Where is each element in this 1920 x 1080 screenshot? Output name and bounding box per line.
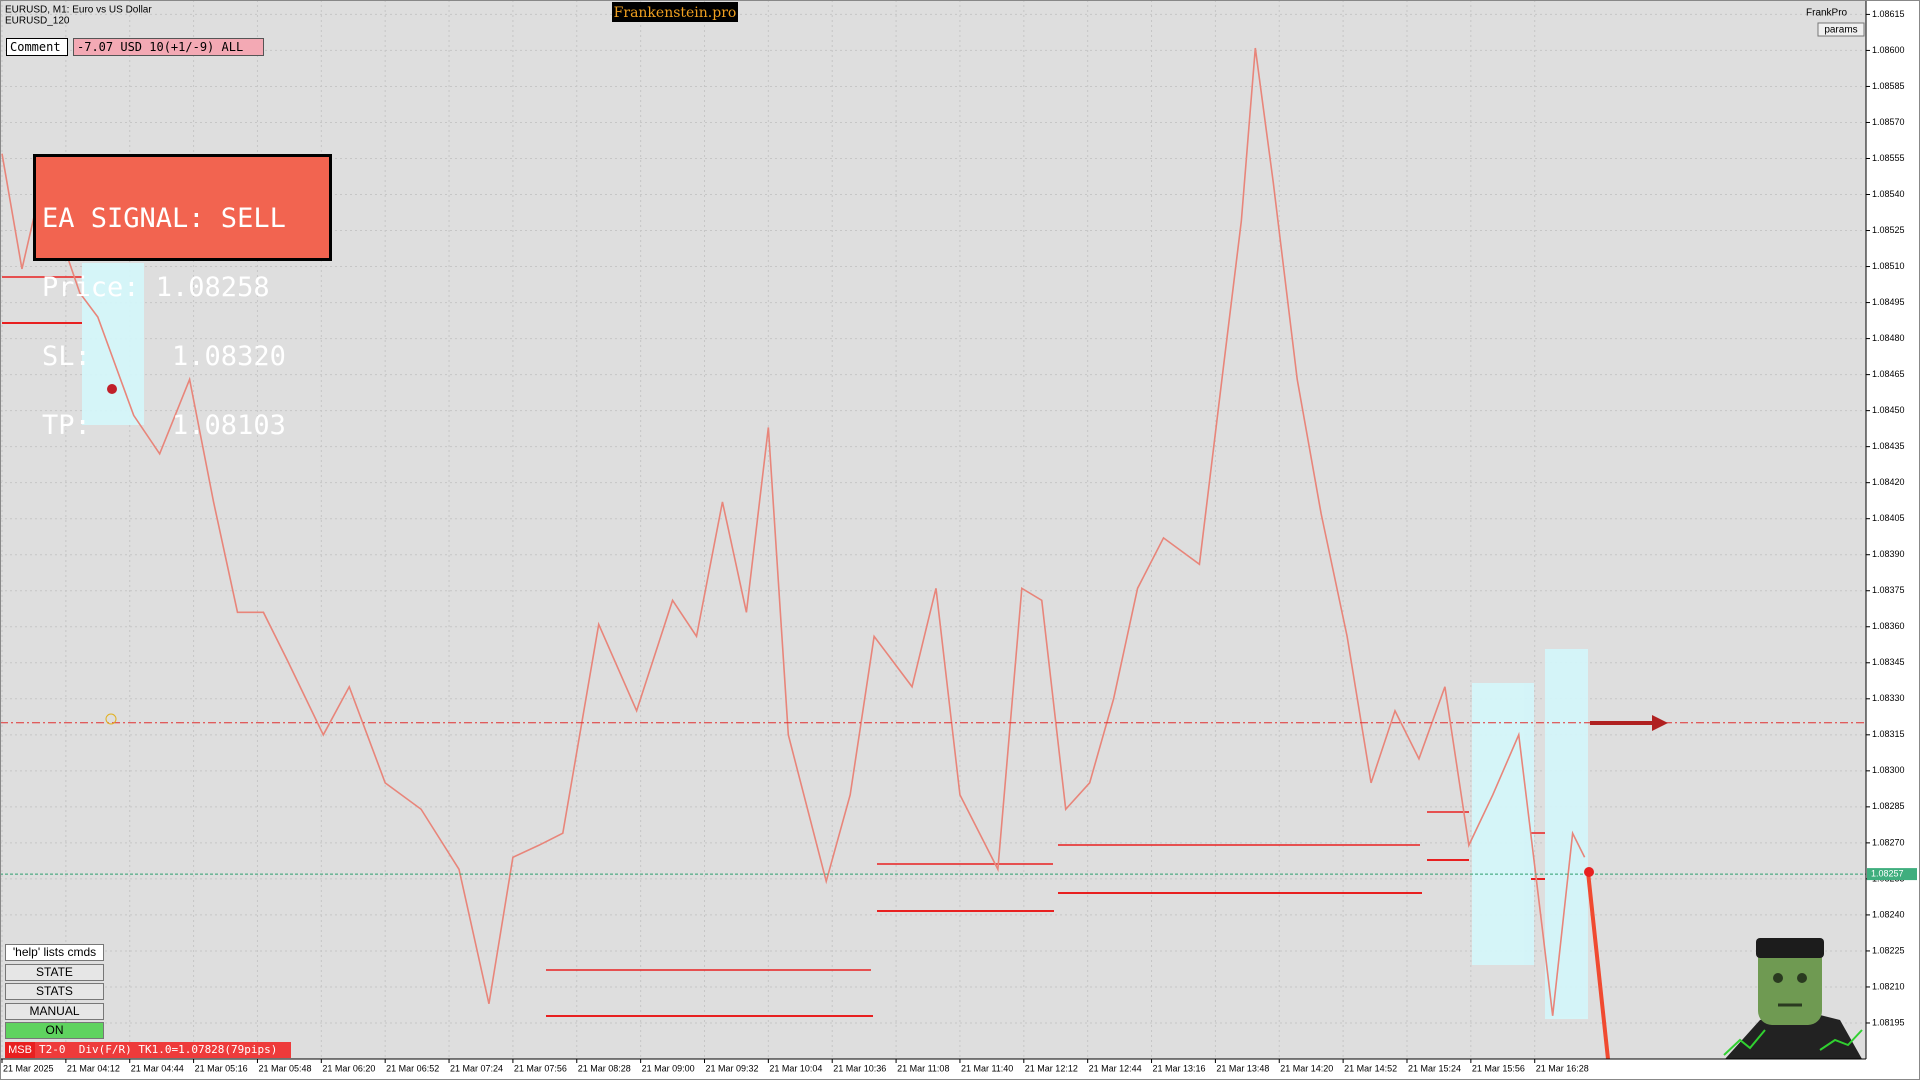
comment-value: -7.07 USD 10(+1/-9) ALL [73, 38, 264, 56]
y-tick-label: 1.08360 [1872, 621, 1905, 631]
y-tick-label: 1.08315 [1872, 729, 1905, 739]
price-line [1, 47, 1586, 1016]
mascot [1723, 938, 1863, 1059]
y-tick-label: 1.08585 [1872, 81, 1905, 91]
arrow-head [1652, 715, 1668, 731]
x-tick-label: 21 Mar 16:28 [1536, 1063, 1589, 1073]
signal-line: SL: 1.08320 [42, 341, 286, 372]
y-tick-label: 1.08615 [1872, 9, 1905, 19]
y-tick-label: 1.08465 [1872, 369, 1905, 379]
status-text: T2-0 Div(F/R) TK1.0=1.07828(79pips) [35, 1042, 291, 1058]
y-tick-label: 1.08330 [1872, 693, 1905, 703]
x-tick-label: 21 Mar 10:04 [769, 1063, 822, 1073]
y-tick-label: 1.08600 [1872, 45, 1905, 55]
level-segments [2, 276, 1610, 1060]
y-tick-label: 1.08510 [1872, 261, 1905, 271]
brand-label: Frankenstein.pro [614, 5, 737, 21]
symbol-label: EURUSD, M1: Euro vs US Dollar [5, 5, 152, 16]
signal-marker [1584, 867, 1594, 877]
y-tick-label: 1.08540 [1872, 189, 1905, 199]
x-tick-label: 21 Mar 09:32 [705, 1063, 758, 1073]
signal-line: Price: 1.08258 [42, 272, 270, 303]
y-tick-label: 1.08480 [1872, 333, 1905, 343]
zone [1472, 683, 1534, 965]
y-tick-label: 1.08435 [1872, 441, 1905, 451]
signal-panel: EA SIGNAL: SELL Price: 1.08258 SL: 1.083… [33, 154, 332, 439]
y-tick-label: 1.08450 [1872, 405, 1905, 415]
signal-line: TP: 1.08103 [42, 410, 286, 441]
stats-button[interactable]: STATS [5, 983, 104, 1000]
x-tick-label: 21 Mar 2025 [3, 1063, 54, 1073]
y-tick-label: 1.08210 [1872, 981, 1905, 991]
brand-box [612, 2, 738, 22]
y-tick-label: 1.08270 [1872, 837, 1905, 847]
y-tick-label: 1.08375 [1872, 585, 1905, 595]
projection [1586, 871, 1610, 1060]
y-tick-label: 1.08570 [1872, 117, 1905, 127]
x-tick-label: 21 Mar 13:48 [1216, 1063, 1269, 1073]
signal-line: EA SIGNAL: SELL [42, 203, 286, 234]
y-tick-label: 1.08345 [1872, 657, 1905, 667]
x-tick-label: 21 Mar 04:12 [67, 1063, 120, 1073]
x-tick-label: 21 Mar 11:40 [961, 1063, 1013, 1073]
x-tick-label: 21 Mar 12:44 [1089, 1063, 1142, 1073]
mascot-eye [1773, 973, 1783, 983]
y-tick-label: 1.08525 [1872, 225, 1905, 235]
mascot-body [1725, 1010, 1862, 1059]
last-price-label: 1.08257 [1871, 868, 1904, 878]
y-tick-label: 1.08300 [1872, 765, 1905, 775]
comment-label: Comment [6, 38, 68, 56]
data-layer [0, 47, 1866, 1016]
mascot-face [1758, 945, 1822, 1025]
state-button[interactable]: STATE [5, 964, 104, 981]
on-button[interactable]: ON [5, 1022, 104, 1039]
x-tick-label: 21 Mar 07:24 [450, 1063, 503, 1073]
params-box[interactable] [1817, 22, 1865, 37]
manual-button[interactable]: MANUAL [5, 1003, 104, 1020]
help-button[interactable]: 'help' lists cmds [5, 944, 104, 961]
x-tick-label: 21 Mar 13:16 [1153, 1063, 1206, 1073]
x-tick-label: 21 Mar 07:56 [514, 1063, 567, 1073]
x-tick-label: 21 Mar 10:36 [833, 1063, 886, 1073]
mascot-eye [1797, 973, 1807, 983]
mascot-chart [1723, 1029, 1766, 1056]
y-tick-label: 1.08420 [1872, 477, 1905, 487]
params-label[interactable]: params [1824, 25, 1857, 36]
x-tick-label: 21 Mar 05:48 [258, 1063, 311, 1073]
markers [105, 384, 1668, 877]
x-tick-label: 21 Mar 06:52 [386, 1063, 439, 1073]
x-tick-label: 21 Mar 08:28 [578, 1063, 631, 1073]
x-tick-label: 21 Mar 05:16 [195, 1063, 248, 1073]
y-tick-label: 1.08240 [1872, 909, 1905, 919]
zones [82, 263, 1588, 1019]
y-tick-label: 1.08390 [1872, 549, 1905, 559]
status-tag: MSB [5, 1042, 35, 1058]
x-tick-label: 21 Mar 04:44 [131, 1063, 184, 1073]
x-tick-label: 21 Mar 09:00 [642, 1063, 695, 1073]
y-tick-label: 1.08225 [1872, 945, 1905, 955]
x-tick-label: 21 Mar 14:20 [1280, 1063, 1333, 1073]
x-tick-label: 21 Mar 14:52 [1344, 1063, 1397, 1073]
x-tick-label: 21 Mar 12:12 [1025, 1063, 1078, 1073]
x-tick-label: 21 Mar 11:08 [897, 1063, 949, 1073]
x-tick-label: 21 Mar 15:24 [1408, 1063, 1461, 1073]
zone [82, 263, 144, 425]
signal-marker [107, 384, 117, 394]
y-tick-label: 1.08495 [1872, 297, 1905, 307]
last-price-box [1867, 868, 1917, 881]
x-tick-label: 21 Mar 15:56 [1472, 1063, 1525, 1073]
zone [1545, 649, 1588, 1019]
y-tick-label: 1.08405 [1872, 513, 1905, 523]
y-tick-label: 1.08285 [1872, 801, 1905, 811]
x-tick-label: 21 Mar 06:20 [322, 1063, 375, 1073]
signal-marker [105, 713, 117, 725]
mascot-hair [1756, 938, 1824, 958]
y-tick-label: 1.08195 [1872, 1017, 1905, 1027]
mascot-chart [1819, 1029, 1863, 1051]
template-label: EURUSD_120 [5, 16, 70, 27]
user-label: FrankPro [1806, 8, 1848, 19]
y-tick-label: 1.08555 [1872, 153, 1905, 163]
